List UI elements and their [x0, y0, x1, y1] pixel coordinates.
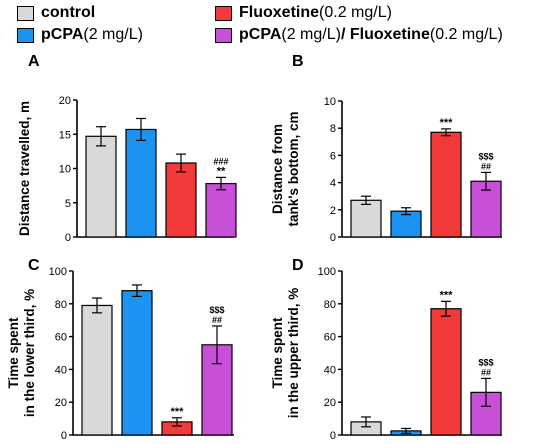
y-axis-label-line: in the lower third, %: [22, 289, 37, 417]
y-axis-label-b: Distance fromtank's bottom, cm: [270, 112, 301, 227]
panel-letter-b: B: [292, 53, 304, 70]
y-tick-label-d: 0: [330, 430, 336, 442]
legend-label-combo-pcpa-dose: (2 mg/L): [281, 26, 341, 43]
y-axis-label-line: tank's bottom, cm: [286, 112, 301, 227]
legend-label-combo-fluoxetine-dose: (0.2 mg/L): [429, 26, 503, 43]
y-tick-label-c: 60: [55, 332, 67, 344]
y-tick-label-b: 2: [330, 205, 336, 217]
y-tick-label-d: 60: [324, 332, 336, 344]
bar-b-1: [350, 199, 382, 238]
y-tick-label-b: 6: [330, 150, 336, 162]
significance-d-3: ***: [440, 289, 454, 301]
significance-c-4: ##: [212, 315, 222, 325]
y-tick-label-c: 40: [55, 364, 67, 376]
significance-b-4: $$$: [478, 151, 493, 161]
significance-b-3: ***: [440, 117, 454, 129]
bar-a-1: [85, 135, 117, 238]
y-tick-label-d: 80: [324, 299, 336, 311]
y-axis-label-line: Time spent: [270, 317, 285, 389]
legend-item-pcpa: pCPA (2 mg/L): [17, 26, 143, 44]
y-tick-label-a: 5: [65, 198, 71, 210]
legend-label-fluoxetine: Fluoxetine: [239, 4, 320, 21]
y-tick-label-b: 4: [330, 178, 336, 190]
y-tick-label-d: 20: [324, 397, 336, 409]
significance-a-4: **: [217, 165, 226, 177]
legend: control pCPA (2 mg/L) Fluoxetine (0.2 mg…: [0, 0, 550, 48]
y-tick-label-d: 40: [324, 364, 336, 376]
y-axis-label-d: Time spentin the upper third, %: [270, 288, 301, 419]
y-tick-label-a: 0: [65, 232, 71, 244]
y-axis-label-a: Distance travelled, m: [17, 101, 32, 236]
legend-item-control: control: [17, 4, 95, 22]
y-tick-label-c: 20: [55, 397, 67, 409]
panel-letter-a: A: [28, 53, 40, 70]
bar-a-2: [125, 128, 157, 238]
legend-label-combo-fluoxetine: / Fluoxetine: [340, 26, 430, 43]
legend-swatch-pcpa: [17, 27, 34, 43]
y-tick-label-c: 100: [49, 266, 67, 278]
panel-letter-d: D: [292, 257, 304, 274]
legend-item-combo: pCPA (2 mg/L) / Fluoxetine (0.2 mg/L): [215, 26, 503, 44]
y-axis-label-line: in the upper third, %: [286, 288, 301, 419]
legend-swatch-control: [17, 5, 34, 21]
significance-c-4: $$$: [209, 305, 224, 315]
significance-d-4: $$$: [478, 357, 493, 367]
bar-c-1: [81, 304, 113, 436]
y-axis-label-line: Distance from: [270, 124, 285, 214]
bar-a-3: [165, 162, 197, 238]
y-axis-label-line: Time spent: [6, 317, 21, 389]
y-tick-label-c: 80: [55, 299, 67, 311]
bar-c-2: [121, 290, 153, 436]
y-tick-label-a: 20: [59, 95, 71, 107]
legend-label-pcpa: pCPA: [41, 26, 84, 43]
legend-label-fluoxetine-dose: (0.2 mg/L): [319, 4, 392, 21]
y-axis-label-c: Time spentin the lower third, %: [6, 289, 37, 417]
y-tick-label-b: 10: [324, 96, 336, 108]
bar-b-3: [430, 131, 462, 238]
legend-label-pcpa-dose: (2 mg/L): [83, 26, 143, 43]
y-tick-label-c: 0: [61, 430, 67, 442]
significance-b-4: ##: [481, 161, 491, 171]
y-tick-label-d: 100: [318, 266, 336, 278]
panel-letter-c: C: [28, 257, 40, 274]
significance-d-4: ##: [481, 367, 491, 377]
legend-label-control: control: [41, 4, 96, 21]
y-tick-label-a: 10: [59, 164, 71, 176]
y-axis-label-line: Distance travelled, m: [17, 101, 32, 236]
legend-swatch-fluoxetine: [215, 5, 232, 21]
significance-a-4: ###: [213, 156, 228, 166]
significance-c-3: ***: [171, 406, 185, 418]
legend-item-fluoxetine: Fluoxetine (0.2 mg/L): [215, 4, 392, 22]
y-tick-label-b: 0: [330, 232, 336, 244]
bar-d-3: [430, 308, 462, 436]
y-tick-label-b: 8: [330, 123, 336, 135]
legend-label-combo-pcpa: pCPA: [239, 26, 282, 43]
y-tick-label-a: 15: [59, 129, 71, 141]
legend-swatch-combo: [215, 27, 232, 43]
bar-a-4: [205, 182, 237, 238]
